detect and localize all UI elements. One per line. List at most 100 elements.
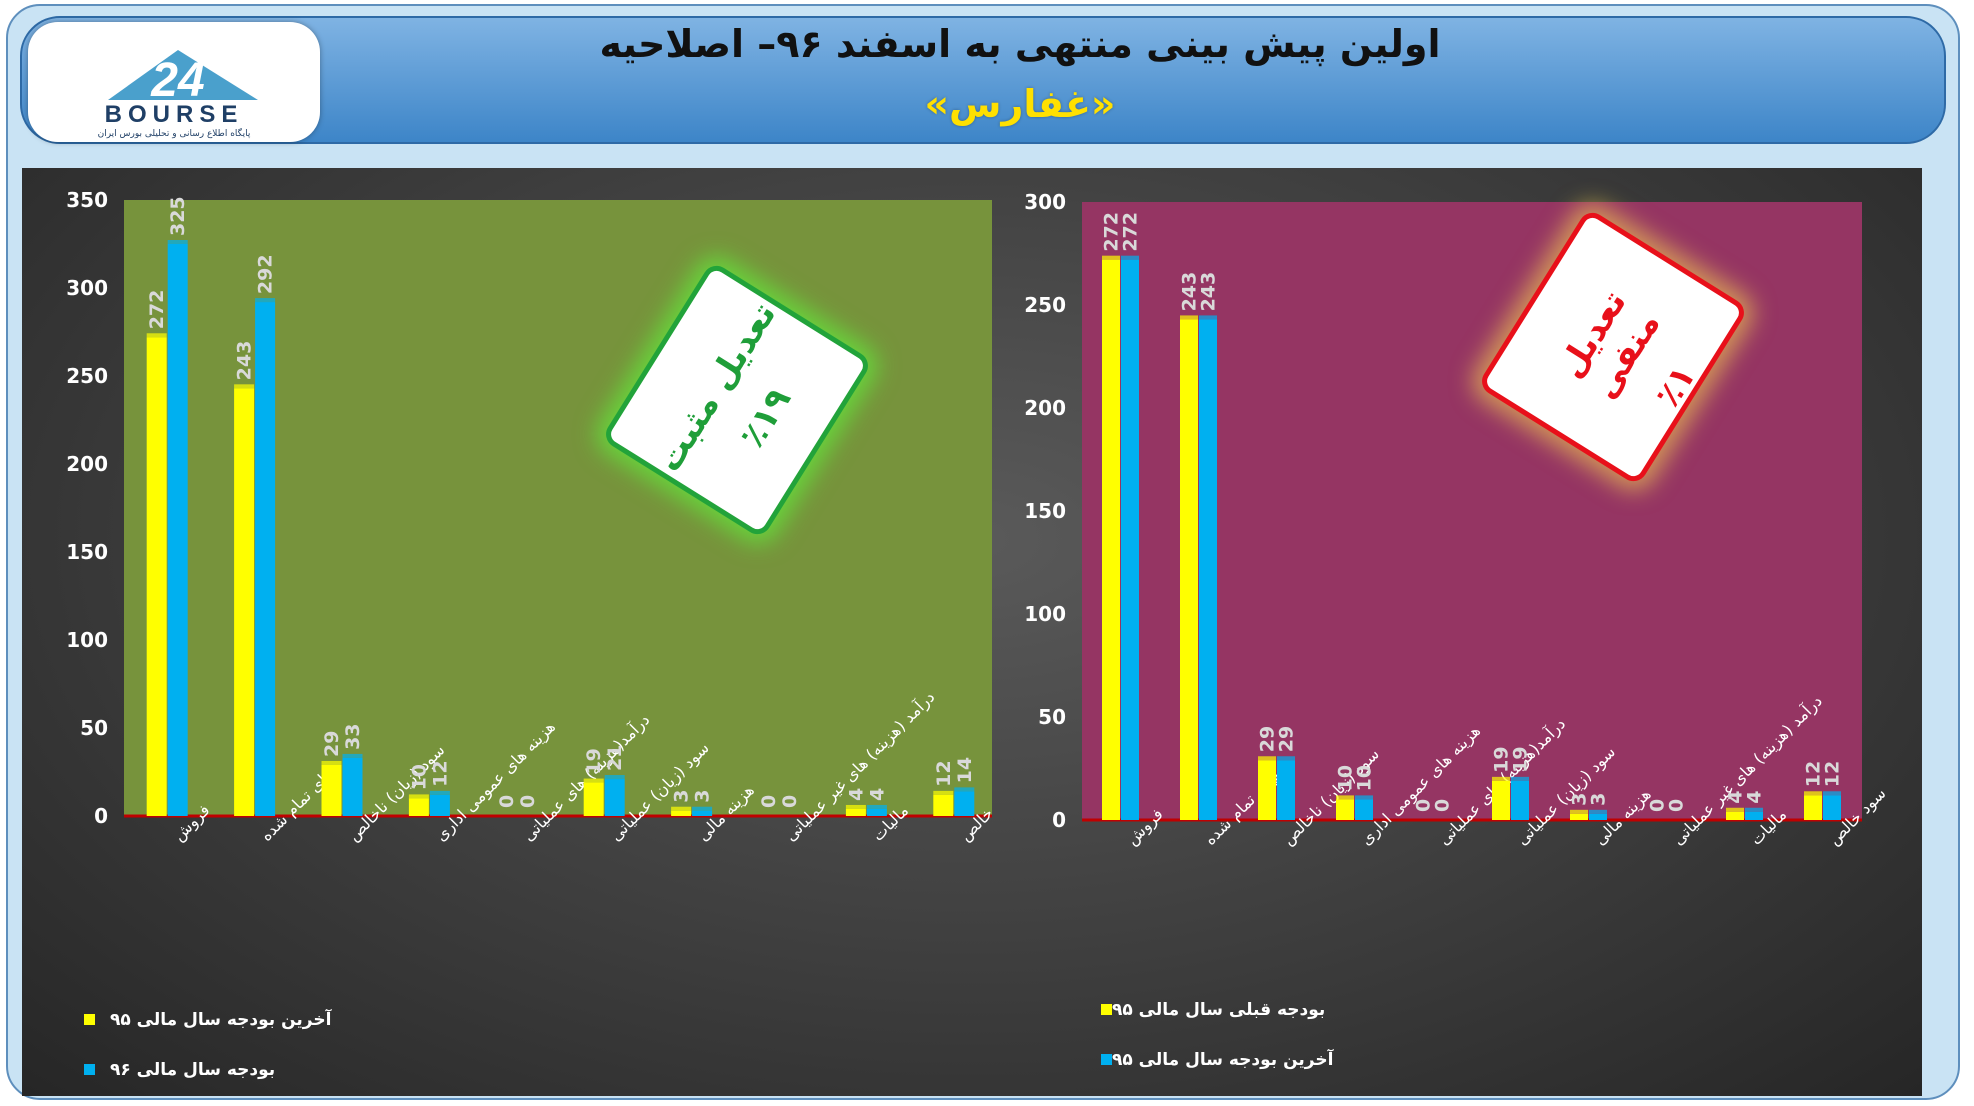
logo-numeral: 24 [150, 54, 204, 107]
right-data-label: 19 [1510, 746, 1532, 772]
left-legend-item-1: آخرین بودجه سال مالی ۹۵ [110, 1010, 331, 1030]
left-data-label: 3 [692, 789, 714, 802]
right-data-label: 3 [1569, 793, 1591, 806]
right-ytick-label: 200 [1024, 396, 1066, 420]
right-legend-label-1: بودجه قبلی سال مالی ۹۵ [1112, 1000, 1326, 1020]
right-bar-top [1745, 807, 1763, 812]
logo-word: BOURSE [105, 101, 244, 128]
left-bar-top [845, 804, 866, 809]
left-bar [866, 808, 887, 816]
right-ytick-label: 150 [1024, 499, 1066, 523]
left-bar [671, 810, 692, 816]
right-data-label: 0 [1432, 799, 1454, 812]
left-data-label: 21 [604, 745, 626, 771]
left-bar-top [692, 806, 713, 811]
right-bar [1121, 259, 1139, 820]
left-data-label: 12 [933, 760, 955, 786]
right-bar [1804, 795, 1822, 820]
left-bar [429, 794, 450, 816]
left-bar-top [321, 760, 342, 765]
right-data-label: 10 [1335, 765, 1357, 791]
left-data-label: 0 [758, 795, 780, 808]
right-bar [1355, 799, 1373, 820]
right-bar-top [1726, 807, 1744, 812]
right-bar-top [1570, 809, 1588, 814]
left-bar [845, 808, 866, 816]
left-bar-top [429, 790, 450, 795]
left-bar-top [167, 240, 188, 244]
left-ytick-label: 200 [66, 452, 108, 476]
left-bar [167, 244, 188, 816]
left-bar-top [234, 384, 255, 389]
right-bar [1570, 813, 1588, 820]
left-bar [234, 388, 255, 816]
left-bar-top [583, 778, 604, 783]
left-data-label: 243 [234, 341, 256, 381]
left-data-label: 325 [167, 196, 189, 236]
left-bar [604, 779, 625, 816]
right-bar [1258, 760, 1276, 820]
right-data-label: 12 [1803, 761, 1825, 787]
left-bar [583, 782, 604, 816]
left-legend-swatch-1 [84, 1014, 95, 1025]
left-data-label: 33 [342, 723, 364, 749]
right-legend-item-2: آخرین بودجه سال مالی ۹۵ [1112, 1050, 1333, 1070]
left-data-label: 29 [321, 731, 343, 757]
left-bar-top [671, 806, 692, 811]
right-ytick-label: 50 [1038, 705, 1066, 729]
left-data-label: 10 [408, 764, 430, 790]
left-bar-top [146, 333, 167, 338]
right-bar-top [1180, 315, 1198, 320]
right-data-label: 272 [1120, 212, 1142, 252]
right-bar [1589, 813, 1607, 820]
left-bar [954, 791, 975, 816]
left-ytick-label: 250 [66, 364, 108, 388]
right-data-label: 243 [1198, 272, 1220, 312]
logo: 24 BOURSE پایگاه اطلاع رسانی و تحلیلی بو… [28, 22, 320, 142]
right-data-label: 3 [1588, 793, 1610, 806]
left-bar [933, 794, 954, 816]
right-bar [1199, 319, 1217, 820]
left-data-label: 272 [146, 290, 168, 330]
left-ytick-label: 50 [80, 716, 108, 740]
left-legend-item-2: بودجه سال مالی ۹۶ [110, 1060, 275, 1080]
left-bar [255, 302, 276, 816]
right-bar [1277, 760, 1295, 820]
right-ytick-label: 100 [1024, 602, 1066, 626]
right-data-label: 29 [1276, 726, 1298, 752]
left-legend-label-2: بودجه سال مالی ۹۶ [110, 1060, 276, 1080]
right-bar-top [1121, 255, 1139, 260]
left-bar-top [933, 790, 954, 795]
left-bar-top [408, 794, 429, 799]
left-ytick-label: 150 [66, 540, 108, 564]
right-legend-swatch-1 [1101, 1004, 1112, 1015]
left-bar [146, 337, 167, 816]
right-data-label: 272 [1101, 212, 1123, 252]
right-data-label: 10 [1354, 765, 1376, 791]
right-bar [1336, 799, 1354, 820]
right-data-label: 4 [1725, 791, 1747, 804]
right-bar-top [1511, 776, 1529, 781]
right-data-label: 0 [1647, 799, 1669, 812]
logo-graphic: 24 BOURSE پایگاه اطلاع رسانی و تحلیلی بو… [98, 50, 258, 139]
right-bar-top [1336, 795, 1354, 800]
left-bar-chart: 050100150200250300350272325فروش243292بها… [66, 188, 992, 846]
left-ytick-label: 100 [66, 628, 108, 652]
left-bar [342, 757, 363, 816]
right-bar-top [1804, 791, 1822, 796]
right-data-label: 0 [1666, 799, 1688, 812]
right-legend-item-1: بودجه قبلی سال مالی ۹۵ [1112, 1000, 1325, 1020]
left-bar [408, 798, 429, 816]
left-data-label: 0 [496, 795, 518, 808]
right-legend-swatch-2 [1101, 1054, 1112, 1065]
right-bar [1492, 780, 1510, 820]
logo-tagline: پایگاه اطلاع رسانی و تحلیلی بورس ایران [98, 127, 251, 139]
right-bar-top [1258, 756, 1276, 761]
left-data-label: 0 [517, 795, 539, 808]
right-ytick-label: 250 [1024, 293, 1066, 317]
left-ytick-label: 300 [66, 276, 108, 300]
right-bar-top [1199, 315, 1217, 320]
left-data-label: 12 [429, 760, 451, 786]
right-data-label: 243 [1179, 272, 1201, 312]
